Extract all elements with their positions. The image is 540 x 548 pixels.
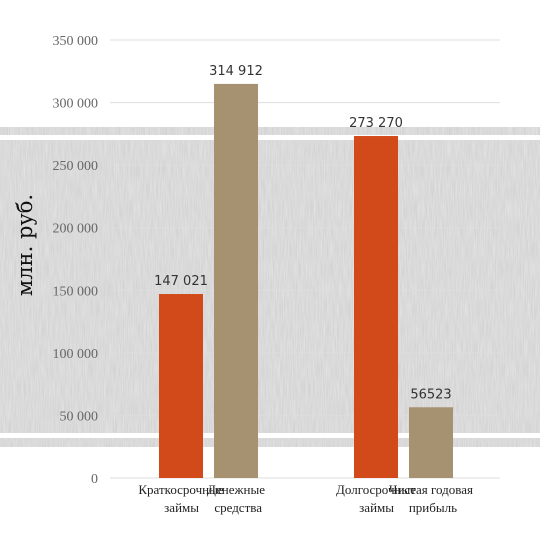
y-tick-label: 350 000 [53, 34, 99, 49]
texture-grain-bottom [0, 438, 540, 447]
bar [159, 294, 203, 478]
bar [354, 136, 398, 479]
y-tick-label: 0 [91, 472, 98, 487]
y-axis-ticks: 0 50 000 100 000 150 000 200 000 250 000 300 0… [53, 34, 99, 487]
data-label: 273 270 [349, 116, 403, 131]
texture-grain-main [0, 140, 540, 433]
category-label: средства [214, 500, 262, 515]
y-tick-label: 300 000 [53, 97, 99, 112]
y-tick-label: 100 000 [53, 347, 99, 362]
y-tick-label: 50 000 [60, 409, 99, 424]
bars [159, 83, 453, 479]
category-labels: Краткосрочные займы Денежные средства Долгос… [138, 482, 473, 515]
y-axis-label: млн. руб. [13, 194, 37, 296]
bar [409, 407, 453, 478]
category-label: займы [359, 500, 394, 515]
bar [214, 83, 258, 478]
category-label: Краткосрочные [138, 482, 223, 497]
y-tick-label: 200 000 [53, 222, 99, 237]
category-label: Денежные [207, 482, 265, 497]
y-tick-label: 250 000 [53, 159, 99, 174]
category-label: прибыль [409, 500, 457, 515]
category-label: Долгосрочные [336, 482, 416, 497]
data-labels: 147 021 314 912 273 270 56523 [154, 64, 452, 402]
data-label: 147 021 [154, 274, 208, 289]
category-label: займы [164, 500, 199, 515]
data-label: 314 912 [209, 64, 263, 79]
data-label: 56523 [410, 387, 451, 402]
category-label: Чистая годовая [389, 482, 473, 497]
texture-grain-top [0, 127, 540, 135]
y-tick-label: 150 000 [53, 284, 99, 299]
